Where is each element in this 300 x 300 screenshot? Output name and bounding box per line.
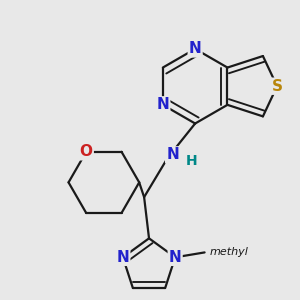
Text: H: H [185,154,197,168]
Text: N: N [116,250,129,265]
Text: N: N [189,41,202,56]
Text: N: N [166,147,179,162]
Text: N: N [157,98,169,112]
Text: methyl: methyl [209,248,248,257]
Text: N: N [169,250,182,265]
Text: O: O [80,144,93,159]
Text: S: S [272,79,283,94]
